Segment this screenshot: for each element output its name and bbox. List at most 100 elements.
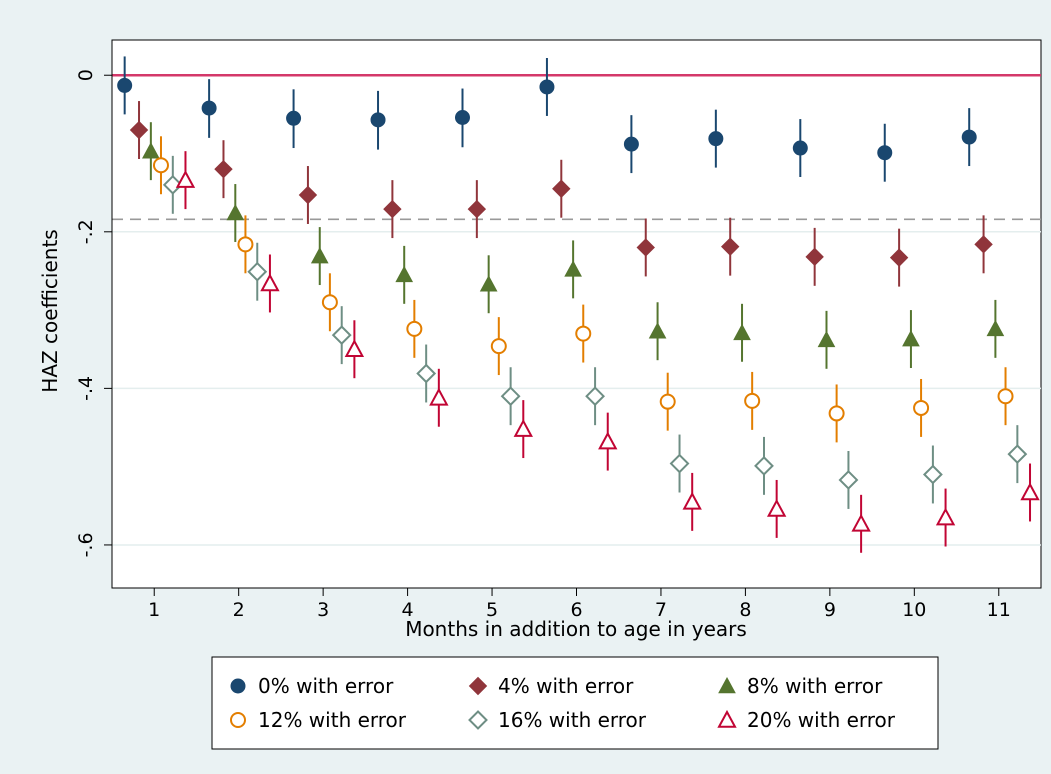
- legend-marker: [468, 710, 488, 730]
- data-point: [575, 325, 592, 342]
- data-point: [659, 393, 676, 410]
- data-point: [682, 491, 702, 510]
- data-point: [201, 100, 217, 116]
- data-point: [564, 260, 582, 277]
- data-point: [913, 399, 930, 416]
- data-point: [733, 323, 751, 341]
- legend-marker: [230, 712, 246, 728]
- data-point: [754, 455, 774, 476]
- data-point: [395, 265, 414, 283]
- x-tick-label: 6: [570, 599, 582, 621]
- data-point: [648, 322, 667, 339]
- data-point: [805, 247, 824, 267]
- legend-box: [211, 656, 939, 750]
- x-tick-label: 11: [987, 599, 1011, 621]
- data-point: [986, 319, 1005, 337]
- data-point: [961, 129, 977, 145]
- data-point: [585, 386, 605, 407]
- data-point: [1007, 444, 1028, 465]
- data-point: [851, 513, 871, 532]
- data-point: [935, 507, 956, 526]
- data-point: [117, 77, 133, 93]
- data-point: [669, 453, 690, 474]
- data-point: [298, 185, 318, 205]
- x-axis-title: Months in addition to age in years: [405, 617, 747, 641]
- data-point: [331, 325, 352, 346]
- x-tick-label: 1: [148, 599, 160, 621]
- data-point: [237, 236, 254, 253]
- data-point: [286, 110, 302, 126]
- data-point: [467, 199, 487, 219]
- legend-label: 20% with error: [747, 708, 896, 732]
- data-point: [598, 431, 618, 450]
- legend-label: 4% with error: [498, 674, 634, 698]
- data-point: [429, 387, 449, 406]
- legend-label: 16% with error: [498, 708, 647, 732]
- y-tick-label: -.4: [75, 376, 97, 401]
- data-point: [406, 320, 423, 337]
- data-point: [479, 275, 498, 292]
- data-point: [974, 235, 993, 254]
- data-point: [623, 136, 639, 152]
- data-point: [214, 159, 233, 179]
- data-point: [838, 470, 859, 490]
- x-tick-label: 7: [655, 599, 667, 621]
- data-point: [152, 157, 169, 174]
- data-point: [247, 261, 268, 282]
- x-tick-label: 5: [486, 599, 498, 621]
- data-point: [142, 142, 160, 159]
- series-1: [129, 101, 993, 287]
- plot-area: [111, 39, 1042, 589]
- y-tick-label: 0: [75, 69, 97, 81]
- data-point: [175, 170, 196, 188]
- legend-label: 0% with error: [258, 674, 394, 698]
- data-point: [490, 338, 507, 355]
- series-2: [142, 122, 1005, 369]
- data-point: [129, 120, 149, 140]
- data-point: [310, 247, 329, 264]
- legend-marker: [718, 676, 736, 694]
- data-point: [513, 418, 533, 437]
- legend-marker: [230, 678, 246, 694]
- data-point: [817, 330, 836, 348]
- data-point: [344, 339, 365, 358]
- x-tick-label: 9: [824, 599, 836, 621]
- data-point: [162, 174, 183, 195]
- legend-marker: [468, 676, 488, 696]
- data-point: [792, 140, 808, 156]
- data-point: [226, 203, 245, 221]
- data-point: [721, 237, 740, 256]
- data-point: [454, 110, 470, 126]
- y-axis-title: HAZ coefficients: [38, 229, 62, 392]
- data-point: [889, 248, 909, 267]
- series-0: [117, 56, 977, 182]
- series-layer: [117, 56, 1040, 553]
- reference-lines: [112, 73, 1041, 221]
- x-tick-label: 2: [233, 599, 245, 621]
- data-point: [828, 405, 845, 422]
- data-point: [997, 388, 1014, 405]
- x-tick-label: 10: [902, 599, 926, 621]
- data-point: [922, 464, 943, 485]
- series-4: [162, 155, 1028, 509]
- data-point: [383, 199, 402, 219]
- data-point: [370, 112, 386, 128]
- legend-marker: [717, 709, 737, 728]
- legend: 0% with error 4% with error 8% with error 1…: [211, 656, 939, 750]
- data-point: [500, 386, 521, 407]
- x-tick-label: 4: [402, 599, 414, 621]
- series-3: [152, 136, 1014, 443]
- legend-label: 12% with error: [258, 708, 407, 732]
- data-point: [636, 238, 655, 257]
- data-point: [877, 145, 893, 161]
- data-point: [744, 392, 761, 409]
- data-point: [321, 294, 338, 311]
- data-point: [539, 79, 555, 95]
- y-tick-label: -.2: [75, 219, 97, 244]
- x-tick-label: 3: [317, 599, 329, 621]
- axes: 0 -.2 -.4 -.6 1 2 3 4 5 6 7 8 9 10 11: [75, 40, 1041, 621]
- y-tick-label: -.6: [75, 532, 97, 557]
- data-point: [552, 179, 571, 198]
- data-point: [416, 363, 437, 384]
